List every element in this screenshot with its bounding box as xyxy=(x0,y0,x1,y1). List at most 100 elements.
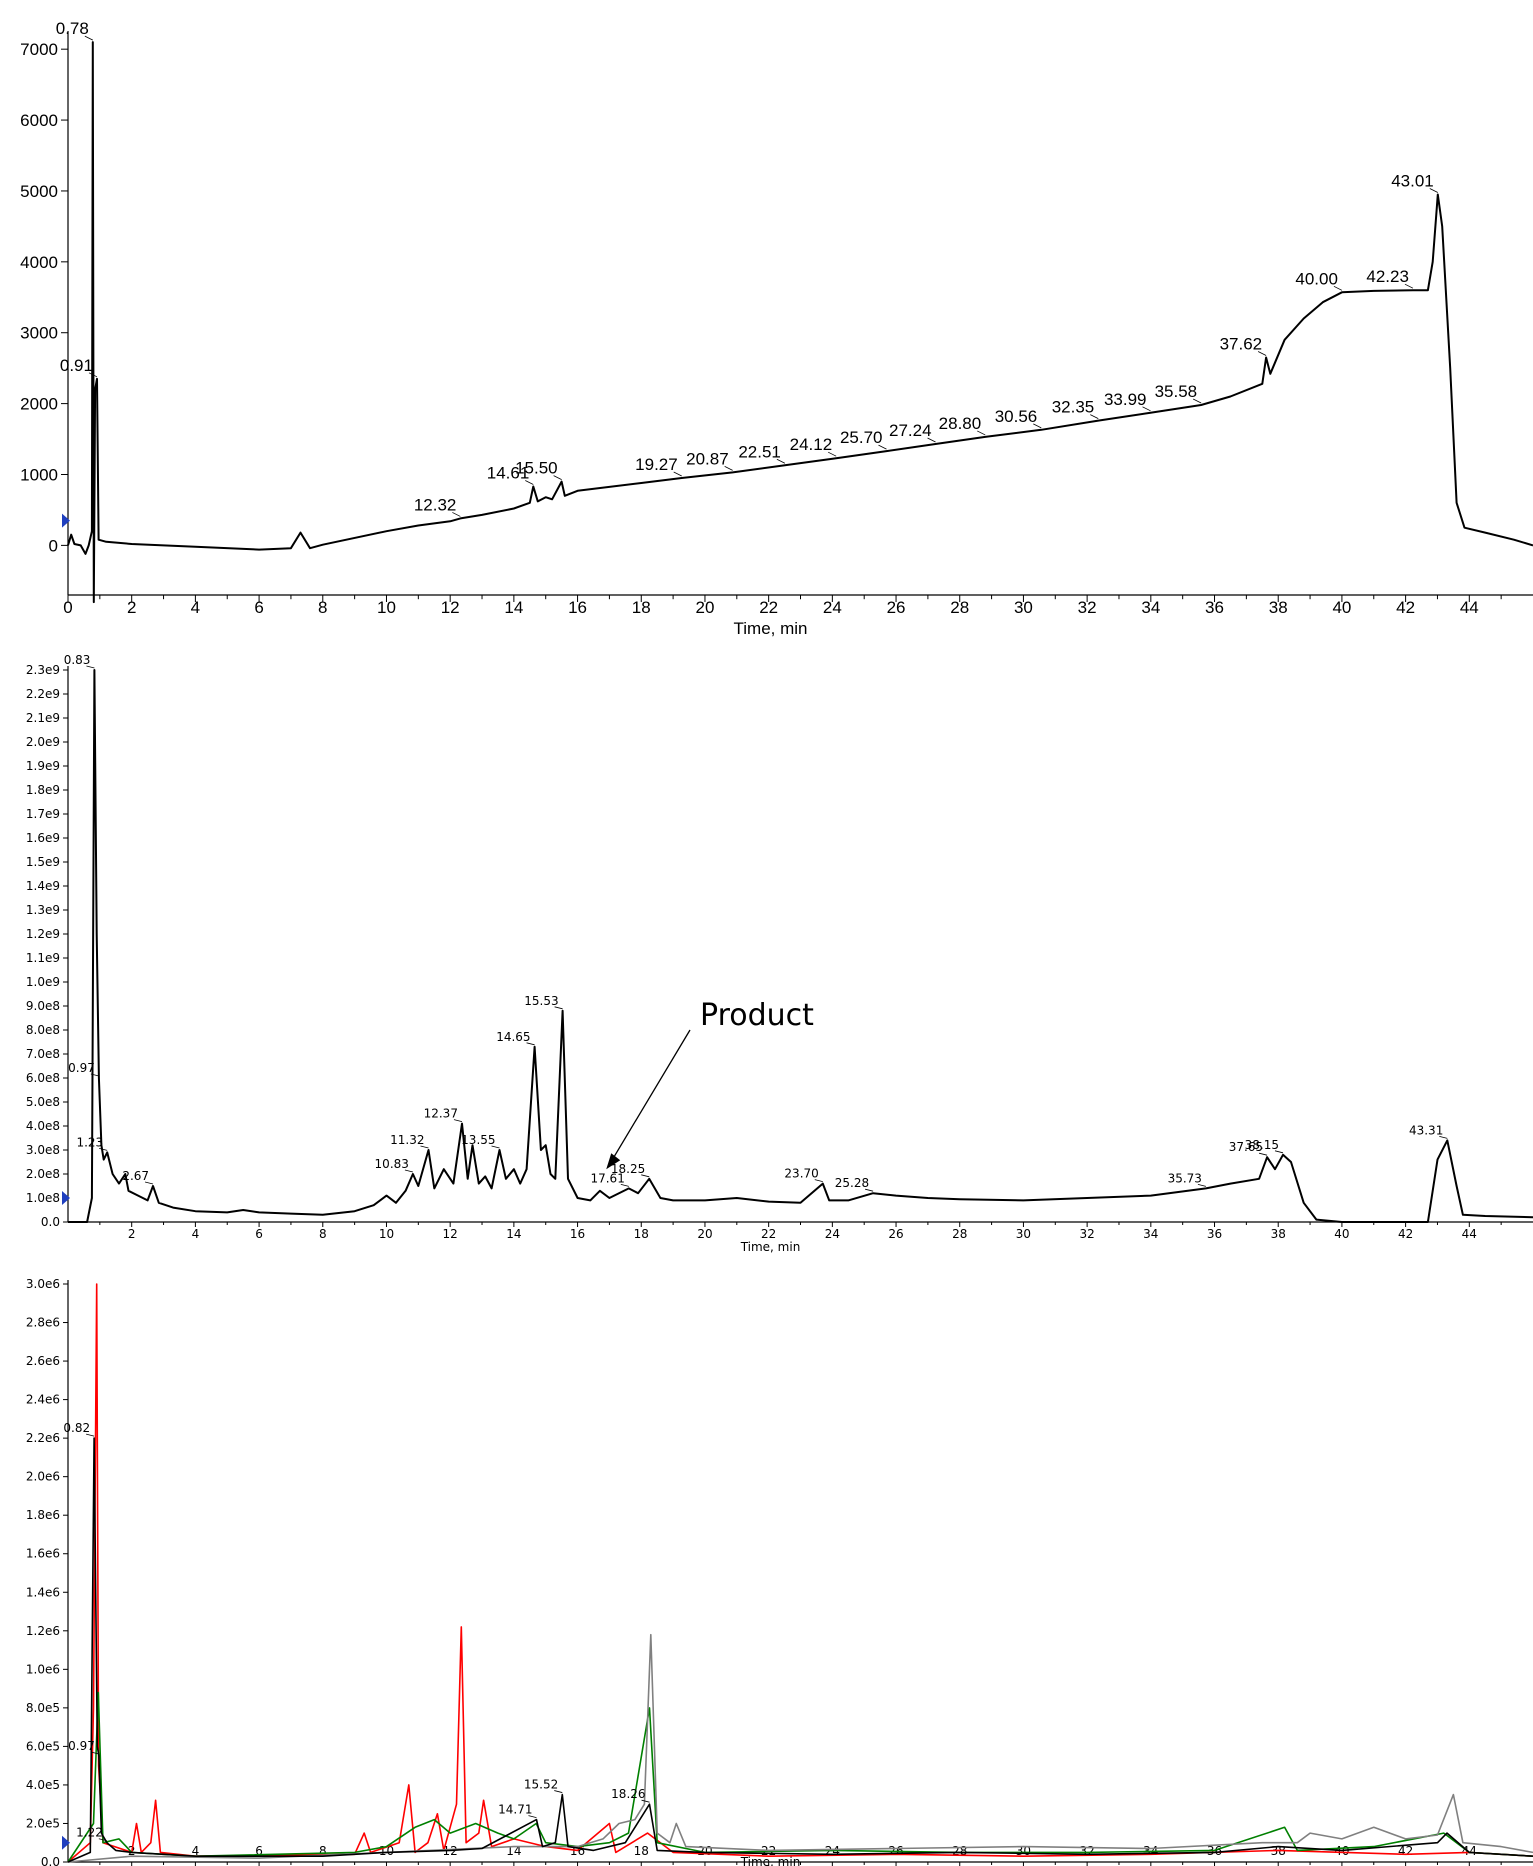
peak-label: 35.73 xyxy=(1168,1171,1202,1185)
peak-leader xyxy=(1258,1152,1268,1156)
x-tick-label: 44 xyxy=(1462,1844,1477,1858)
y-tick-label: 1.0e8 xyxy=(26,1191,60,1205)
x-tick-label: 18 xyxy=(632,598,651,617)
peak-label: 17.61 xyxy=(590,1171,624,1185)
x-tick-label: 24 xyxy=(823,598,842,617)
x-tick-label: 18 xyxy=(634,1844,649,1858)
peak-leader xyxy=(452,512,461,517)
y-tick-label: 1.0e6 xyxy=(26,1662,60,1676)
x-tick-label: 8 xyxy=(319,1844,327,1858)
peak-leader xyxy=(420,1145,429,1149)
x-tick-label: 38 xyxy=(1271,1227,1286,1241)
peak-label: 18.25 xyxy=(611,1162,645,1176)
peak-leader xyxy=(724,466,733,471)
peak-leader xyxy=(1090,414,1099,419)
x-tick-label: 40 xyxy=(1334,1227,1349,1241)
peak-leader xyxy=(1257,351,1267,356)
peak-label: 37.62 xyxy=(1220,335,1263,354)
chromatogram-panel-2: 0.0 1.0e8 2.0e8 3.0e8 4.0e8 5.0e8 6.0e8 7.0e8 8.… xyxy=(26,653,1533,1254)
x-tick-label: 34 xyxy=(1143,1227,1158,1241)
y-tick-label: 3000 xyxy=(20,324,58,343)
y-tick-label: 8.0e8 xyxy=(26,1023,60,1037)
x-tick-label: 24 xyxy=(825,1227,840,1241)
peak-label: 15.53 xyxy=(524,994,558,1008)
y-tick-label: 2.4e6 xyxy=(26,1393,60,1407)
peak-label: 14.65 xyxy=(496,1030,530,1044)
y-tick-label: 6000 xyxy=(20,111,58,130)
x-axis-label: Time, min xyxy=(740,1855,801,1866)
y-tick-label: 4.0e8 xyxy=(26,1119,60,1133)
x-tick-label: 8 xyxy=(319,1227,327,1241)
peak-label: 0.97 xyxy=(68,1061,95,1075)
peak-leader xyxy=(553,475,562,480)
peak-label: 22.51 xyxy=(738,442,781,461)
x-tick-label: 34 xyxy=(1141,598,1160,617)
peak-leader xyxy=(491,1145,500,1149)
trace-series-1 xyxy=(67,1283,1533,1863)
x-tick-label: 32 xyxy=(1079,1227,1094,1241)
y-tick-label: 6.0e5 xyxy=(26,1739,60,1753)
x-tick-label: 40 xyxy=(1332,598,1351,617)
peak-leader xyxy=(814,1179,823,1182)
peak-label: 30.56 xyxy=(995,407,1038,426)
y-tick-label: 1.6e6 xyxy=(26,1547,60,1561)
peak-label: 1.23 xyxy=(76,1135,103,1149)
y-tick-label: 9.0e8 xyxy=(26,999,60,1013)
y-tick-label: 6.0e8 xyxy=(26,1071,60,1085)
y-tick-label: 1.8e9 xyxy=(26,783,60,797)
peak-label: 0.78 xyxy=(56,19,89,38)
y-tick-label: 1.9e9 xyxy=(26,759,60,773)
y-tick-label: 2.3e9 xyxy=(26,663,60,677)
peak-label: 2.67 xyxy=(122,1169,149,1183)
y-tick-label: 7.0e8 xyxy=(26,1047,60,1061)
peak-leader xyxy=(1404,283,1414,289)
y-tick-label: 1.4e9 xyxy=(26,879,60,893)
peak-label: 43.31 xyxy=(1409,1123,1443,1137)
peak-leader xyxy=(620,1184,629,1187)
peak-label: 20.87 xyxy=(686,449,729,468)
peak-leader xyxy=(1439,1136,1448,1139)
y-tick-label: 1.7e9 xyxy=(26,807,60,821)
trace-series-3 xyxy=(67,1633,1533,1863)
peak-leader xyxy=(1192,398,1202,404)
product-callout-label: Product xyxy=(700,998,814,1033)
x-tick-label: 28 xyxy=(952,1227,967,1241)
peak-leader xyxy=(641,1799,650,1803)
trace-series-1 xyxy=(67,41,1533,604)
x-tick-label: 8 xyxy=(318,598,327,617)
peak-label: 40.00 xyxy=(1295,269,1338,288)
callout-arrow-head xyxy=(606,1153,621,1170)
x-axis-label: Time, min xyxy=(734,619,808,638)
x-tick-label: 20 xyxy=(695,598,714,617)
chromatogram-panel-3: 0.0 2.0e5 4.0e5 6.0e5 8.0e5 1.0e6 1.2e6 1.4e6 1.… xyxy=(26,1277,1533,1866)
y-tick-label: 8.0e5 xyxy=(26,1701,60,1715)
x-tick-label: 14 xyxy=(506,1227,521,1241)
x-axis-label: Time, min xyxy=(740,1240,801,1254)
x-tick-label: 22 xyxy=(759,598,778,617)
x-tick-label: 30 xyxy=(1014,598,1033,617)
peak-leader xyxy=(827,451,837,457)
peak-label: 15.52 xyxy=(524,1778,558,1792)
y-tick-label: 1.3e9 xyxy=(26,903,60,917)
callout-arrow-line xyxy=(609,1029,691,1164)
peak-leader xyxy=(98,1838,107,1842)
y-tick-label: 5.0e8 xyxy=(26,1095,60,1109)
peak-label: 0.82 xyxy=(63,1421,90,1435)
peak-leader xyxy=(1033,423,1042,429)
x-tick-label: 12 xyxy=(443,1227,458,1241)
x-tick-label: 42 xyxy=(1398,1227,1413,1241)
y-tick-label: 2.2e6 xyxy=(26,1431,60,1445)
peak-leader xyxy=(878,444,887,450)
x-tick-label: 6 xyxy=(255,1227,263,1241)
peak-leader xyxy=(86,665,95,669)
peak-label: 23.70 xyxy=(784,1167,818,1181)
peak-label: 15.50 xyxy=(515,459,558,478)
x-tick-label: 14 xyxy=(504,598,523,617)
peak-label: 19.27 xyxy=(635,455,678,474)
y-tick-label: 1.2e9 xyxy=(26,927,60,941)
peak-leader xyxy=(977,430,986,436)
peak-label: 24.12 xyxy=(790,435,833,454)
y-tick-label: 3.0e8 xyxy=(26,1143,60,1157)
